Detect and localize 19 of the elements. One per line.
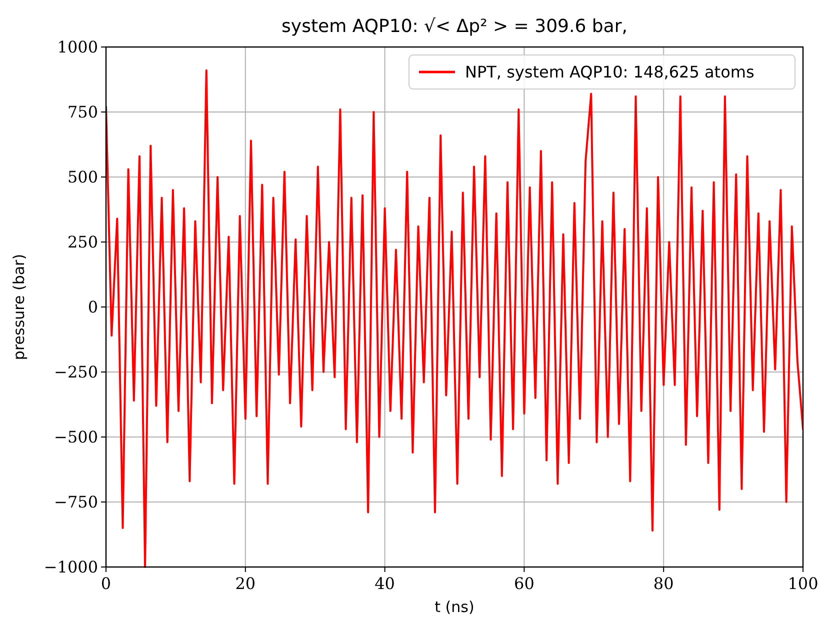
x-tick-label: 20 (235, 574, 256, 593)
y-tick-label: 750 (67, 102, 98, 122)
y-tick-label: −500 (54, 428, 98, 447)
y-tick-label: −250 (54, 362, 98, 382)
y-tick-label: −750 (54, 492, 98, 512)
y-tick-label: 500 (67, 168, 98, 187)
y-tick-label: −1000 (44, 558, 98, 577)
x-tick-label: 100 (788, 574, 818, 593)
x-tick-label: 80 (653, 574, 674, 593)
chart-title: system AQP10: √< Δp² > = 309.6 bar, (282, 16, 628, 37)
x-tick-label: 0 (100, 574, 112, 593)
x-tick-label: 60 (514, 574, 534, 593)
y-axis-title: pressure (bar) (10, 254, 28, 360)
legend-label: NPT, system AQP10: 148,625 atoms (465, 62, 754, 82)
y-tick-label: 0 (88, 298, 98, 317)
y-tick-label: 250 (67, 232, 98, 252)
y-tick-label: 1000 (57, 38, 98, 57)
x-tick-label: 40 (374, 574, 395, 593)
x-axis-title: t (ns) (434, 598, 474, 616)
